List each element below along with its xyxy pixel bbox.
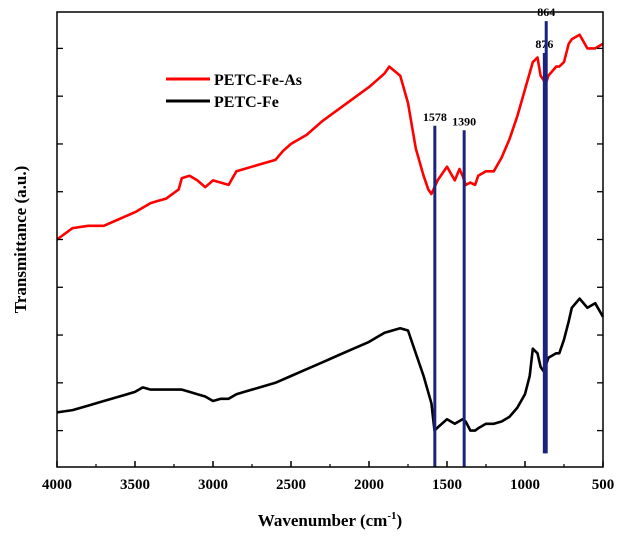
x-axis-title-superscript: -1 <box>387 510 396 522</box>
legend-label-petc-fe-as: PETC-Fe-As <box>214 72 302 89</box>
legend-label-petc-fe: PETC-Fe <box>214 94 279 111</box>
x-tick-label-1500: 1500 <box>432 477 462 493</box>
legend: PETC-Fe-As PETC-Fe <box>166 72 302 111</box>
x-tick-label-500: 500 <box>592 477 615 493</box>
x-tick-label-1000: 1000 <box>510 477 540 493</box>
x-tick-label-2000: 2000 <box>354 477 384 493</box>
x-tick-label-4000: 4000 <box>42 477 72 493</box>
annotation-label-1578: 1578 <box>423 110 447 124</box>
annotation-label-876: 876 <box>535 37 553 51</box>
x-ticks: 4000 3500 3000 2500 2000 1500 1000 500 <box>42 461 614 493</box>
annotation-label-1390: 1390 <box>452 114 476 128</box>
x-tick-label-2500: 2500 <box>276 477 306 493</box>
y-ticks <box>57 47 603 432</box>
x-axis-title-main: Wavenumber (cm <box>258 511 388 530</box>
x-tick-label-3000: 3000 <box>198 477 228 493</box>
y-axis-title: Transmittance (a.u.) <box>11 166 30 313</box>
x-axis-title-close: ) <box>397 511 403 530</box>
x-tick-label-3500: 3500 <box>120 477 150 493</box>
series-layer <box>56 33 605 432</box>
x-axis-title: Wavenumber (cm-1) <box>258 510 402 530</box>
series-line-petc-fe <box>56 297 605 432</box>
series-line-petc-fe-as <box>56 33 604 241</box>
